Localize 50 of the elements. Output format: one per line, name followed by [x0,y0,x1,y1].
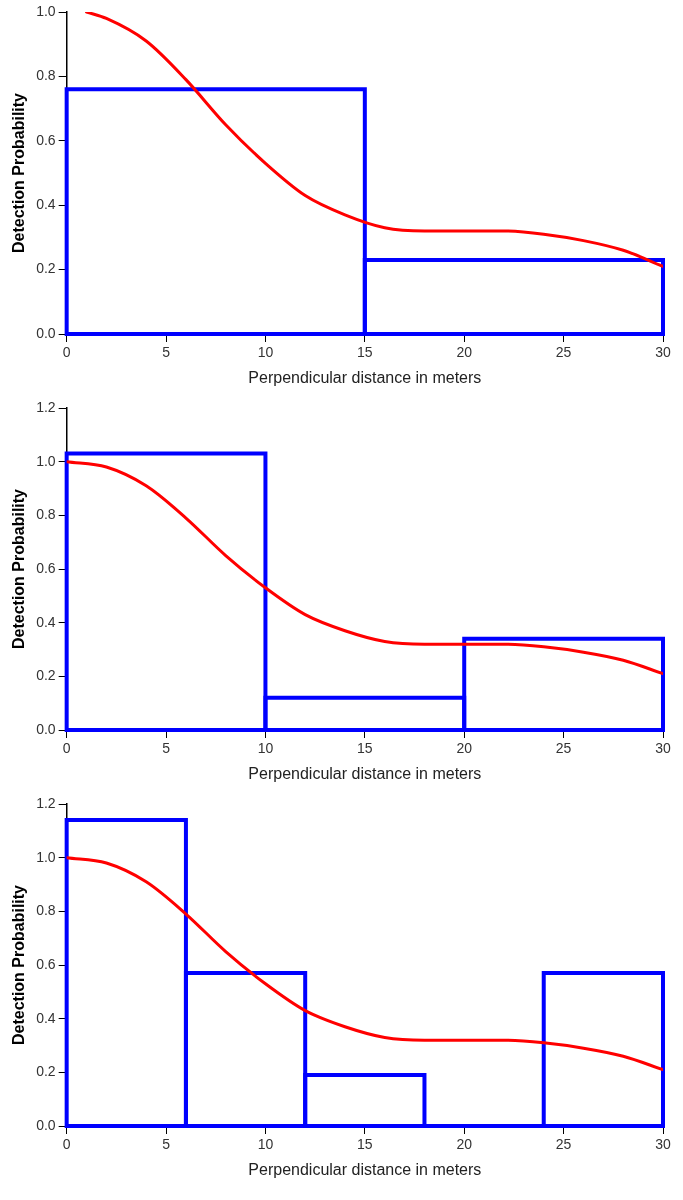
y-tick-label: 0.4 [36,1009,56,1026]
y-tick-label: 0.2 [36,260,56,277]
x-tick-label: 25 [555,1136,572,1153]
x-tick-label: 30 [655,344,671,361]
y-tick-label: 0.2 [36,1063,56,1080]
y-tick-label: 1.0 [36,452,56,469]
y-tick-label: 0.8 [36,902,56,919]
x-tick-label: 10 [257,740,274,757]
x-axis-title: Perpendicular distance in meters [248,764,482,782]
x-tick-label: 25 [555,740,572,757]
x-tick-label: 5 [162,740,171,757]
y-tick-label: 0.6 [36,559,56,576]
y-tick-label: 1.0 [36,2,56,19]
x-tick-label: 30 [655,1136,671,1153]
x-tick-label: 25 [555,344,572,361]
x-tick-label: 5 [162,344,171,361]
x-tick-label: 20 [456,344,473,361]
line-series [66,460,663,676]
x-tick-label: 20 [456,1136,473,1153]
y-axis-title: Detection Probability [10,488,28,650]
y-axis-title: Detection Probability [10,884,28,1046]
y-tick-label: 0.6 [36,131,56,148]
line-series [66,856,663,1072]
y-tick-label: 0.0 [36,1116,56,1133]
line-series [85,12,663,268]
x-tick-label: 5 [162,1136,171,1153]
y-tick-label: 1.0 [36,848,56,865]
x-tick-label: 10 [257,344,274,361]
x-tick-label: 30 [655,740,671,757]
x-axis-title: Perpendicular distance in meters [248,368,482,386]
y-tick-label: 0.0 [36,720,56,737]
x-tick-label: 10 [257,1136,274,1153]
x-tick-label: 0 [62,1136,71,1153]
x-tick-label: 20 [456,740,473,757]
x-tick-label: 0 [62,740,71,757]
y-axis-title: Detection Probability [10,92,28,254]
x-axis-title: Perpendicular distance in meters [248,1160,482,1178]
y-tick-label: 0.8 [36,506,56,523]
y-tick-label: 0.2 [36,667,56,684]
x-tick-label: 15 [357,1136,373,1153]
y-tick-label: 0.4 [36,196,56,213]
y-tick-label: 1.2 [36,794,56,811]
x-tick-label: 0 [62,344,71,361]
y-tick-label: 0.0 [36,324,56,341]
y-tick-label: 0.6 [36,955,56,972]
y-tick-label: 0.8 [36,67,56,84]
y-tick-label: 0.4 [36,613,56,630]
x-tick-label: 15 [357,344,373,361]
x-tick-label: 15 [357,740,373,757]
y-tick-label: 1.2 [36,398,56,415]
